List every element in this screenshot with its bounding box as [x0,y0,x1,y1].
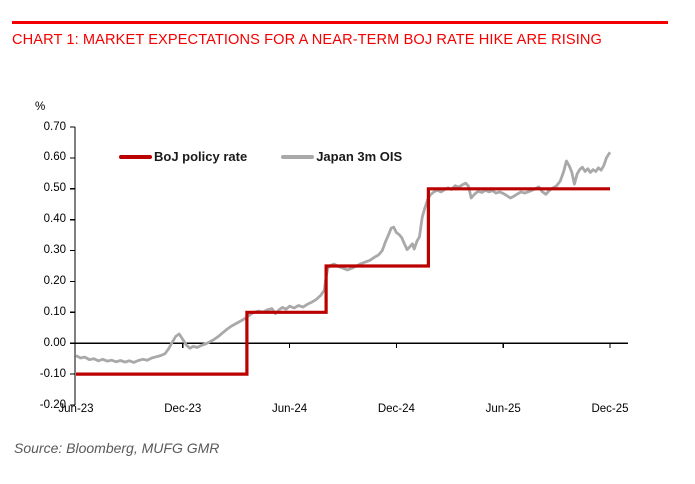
series-line-boj-policy-rate [76,187,610,376]
y-axis-unit-label: % [35,101,46,113]
series-line-japan-3m-ois [75,151,612,364]
x-axis-label-Dec-25: Dec-25 [591,403,629,415]
chart-title: CHART 1: MARKET EXPECTATIONS FOR A NEAR-… [12,32,602,48]
x-axis-label-Dec-23: Dec-23 [164,403,202,415]
legend-swatch-japan-3m-ois [281,154,315,159]
y-axis-label-0.20: 0.20 [43,274,66,287]
legend-item-japan-3m-ois: Japan 3m OIS [281,149,402,164]
chart-canvas [70,126,628,406]
y-axis-label-0.00: 0.00 [43,336,66,349]
x-axis-label-Dec-24: Dec-24 [377,403,415,415]
source-note: Source: Bloomberg, MUFG GMR [14,440,220,456]
x-axis-label-Jun-24: Jun-24 [272,403,308,415]
legend-swatch-boj-policy-rate [119,154,152,159]
y-axis-label-0.70: 0.70 [43,120,66,133]
x-axis-label-Jun-23: Jun-23 [58,403,94,415]
y-axis-label-0.40: 0.40 [43,213,66,226]
y-axis-label--0.20: -0.20 [39,398,66,411]
legend: BoJ policy rate Japan 3m OIS [119,149,402,164]
y-axis-label-0.10: 0.10 [43,305,66,318]
y-axis-label-0.50: 0.50 [43,182,66,195]
legend-item-boj-policy-rate: BoJ policy rate [119,149,247,164]
legend-label-japan-3m-ois: Japan 3m OIS [316,149,403,164]
x-axis-label-Jun-25: Jun-25 [485,403,521,415]
legend-label-boj-policy-rate: BoJ policy rate [154,149,248,164]
y-axis-label--0.10: -0.10 [39,367,66,380]
title-rule [12,21,668,24]
chart-area: % BoJ policy rate Japan 3m OIS 0.70 0.60 0… [0,90,695,430]
y-axis-label-0.30: 0.30 [43,244,66,257]
y-axis-label-0.60: 0.60 [43,151,66,164]
